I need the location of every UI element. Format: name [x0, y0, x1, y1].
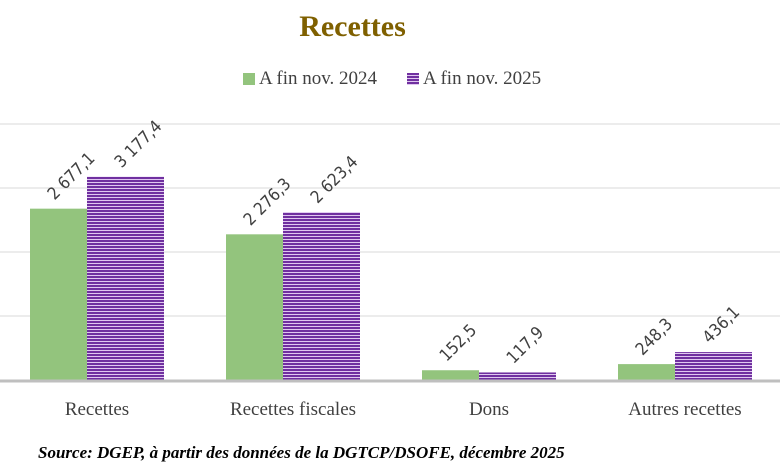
legend: A fin nov. 2024 A fin nov. 2025 — [243, 68, 541, 90]
legend-label-2025: A fin nov. 2025 — [423, 68, 542, 89]
bar-2025 — [479, 372, 556, 380]
legend-label-2024: A fin nov. 2024 — [259, 68, 378, 89]
data-label: 152,5 — [436, 321, 481, 366]
chart-title: Recettes — [299, 10, 406, 43]
data-label: 248,3 — [632, 315, 677, 360]
bar-2024 — [422, 370, 479, 380]
legend-item-2024: A fin nov. 2024 — [243, 68, 377, 90]
data-label: 2 623,4 — [307, 152, 362, 207]
x-tick-label: Recettes — [65, 399, 129, 420]
bar-2024 — [30, 208, 87, 380]
bar-2024 — [618, 364, 675, 380]
bar-2025 — [87, 176, 164, 380]
data-label: 117,9 — [503, 323, 548, 368]
data-label: 436,1 — [699, 303, 744, 348]
x-tick-label: Dons — [469, 399, 509, 420]
legend-swatch-2025 — [407, 73, 420, 85]
x-tick-label: Recettes fiscales — [230, 399, 356, 420]
x-tick-label: Autres recettes — [628, 399, 741, 420]
legend-swatch-2024 — [243, 73, 255, 85]
data-label: 3 177,4 — [111, 117, 166, 172]
bar-2025 — [283, 212, 360, 380]
bar-2024 — [226, 234, 283, 380]
legend-item-2025: A fin nov. 2025 — [407, 68, 541, 90]
source-note: Source: DGEP, à partir des données de la… — [38, 443, 565, 462]
bar-2025 — [675, 352, 752, 380]
